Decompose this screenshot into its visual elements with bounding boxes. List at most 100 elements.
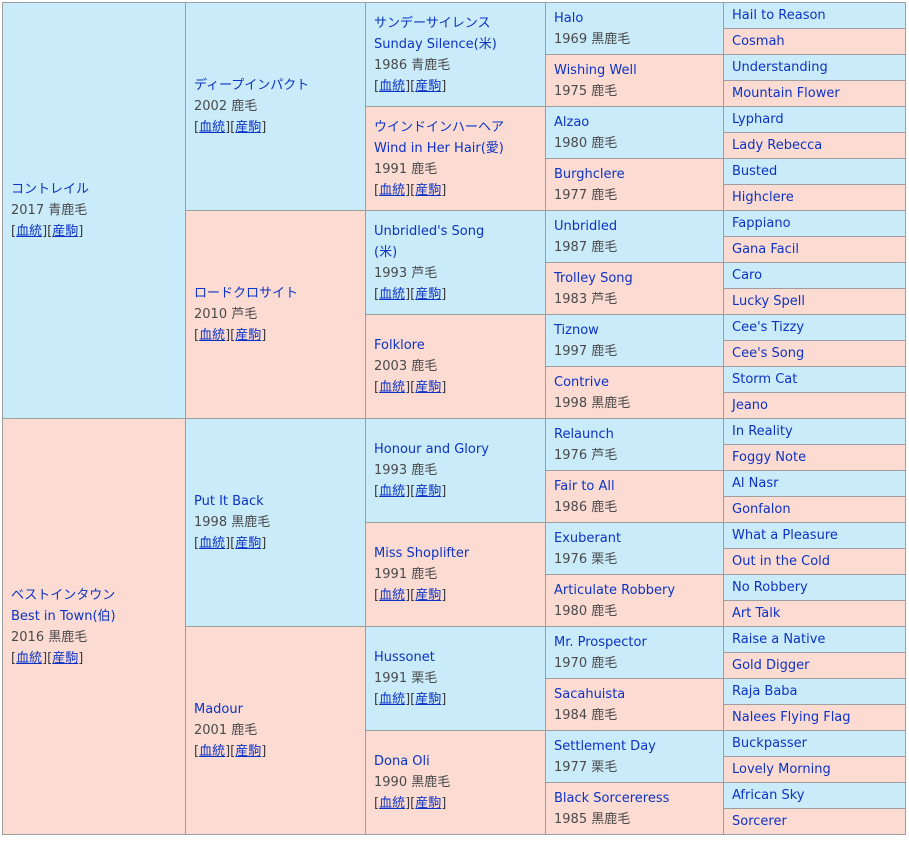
blood-link[interactable]: 血統 bbox=[379, 484, 406, 499]
offspring-link[interactable]: 産駒 bbox=[415, 484, 442, 499]
horse-name-link[interactable]: Out in the Cold bbox=[732, 554, 831, 569]
offspring-link[interactable]: 産駒 bbox=[52, 650, 79, 666]
horse-name-link[interactable]: Mr. Prospector bbox=[554, 634, 647, 650]
blood-link[interactable]: 血統 bbox=[16, 650, 43, 666]
horse-name-link[interactable]: Lyphard bbox=[732, 112, 784, 127]
horse-name-link[interactable]: Lovely Morning bbox=[732, 762, 831, 777]
horse-name2-link[interactable]: Wind in Her Hair(愛) bbox=[374, 140, 504, 156]
horse-name2-link[interactable]: Best in Town(伯) bbox=[11, 608, 116, 624]
horse-name-link[interactable]: Art Talk bbox=[732, 606, 781, 621]
horse-name-link[interactable]: Gold Digger bbox=[732, 658, 810, 673]
horse-name-link[interactable]: Trolley Song bbox=[554, 270, 633, 286]
offspring-link[interactable]: 産駒 bbox=[415, 796, 442, 811]
blood-link[interactable]: 血統 bbox=[199, 328, 226, 343]
horse-name-link[interactable]: Lady Rebecca bbox=[732, 138, 823, 153]
blood-link[interactable]: 血統 bbox=[16, 224, 43, 239]
horse-name-link[interactable]: In Reality bbox=[732, 424, 793, 439]
horse-name-link[interactable]: Burghclere bbox=[554, 166, 625, 182]
horse-name-link[interactable]: Al Nasr bbox=[732, 476, 779, 491]
horse-name-link[interactable]: Articulate Robbery bbox=[554, 582, 676, 598]
horse-name-link[interactable]: Foggy Note bbox=[732, 450, 807, 465]
horse-name-line: Lovely Morning bbox=[732, 759, 901, 780]
blood-link[interactable]: 血統 bbox=[379, 796, 406, 811]
offspring-link[interactable]: 産駒 bbox=[235, 744, 262, 759]
horse-name-link[interactable]: ロードクロサイト bbox=[194, 286, 299, 301]
blood-link[interactable]: 血統 bbox=[379, 588, 406, 603]
bracket-text: [ bbox=[374, 286, 380, 302]
horse-name-link[interactable]: Highclere bbox=[732, 190, 794, 205]
offspring-link[interactable]: 産駒 bbox=[235, 536, 262, 551]
horse-name-link[interactable]: Cee's Tizzy bbox=[732, 320, 805, 335]
horse-name-link[interactable]: コントレイル bbox=[11, 182, 90, 197]
horse-name-link[interactable]: Raja Baba bbox=[732, 684, 798, 699]
horse-name-link[interactable]: Tiznow bbox=[554, 322, 599, 338]
offspring-link[interactable]: 産駒 bbox=[415, 182, 442, 198]
horse-name-link[interactable]: Caro bbox=[732, 268, 763, 283]
horse-name-link[interactable]: Wishing Well bbox=[554, 62, 637, 78]
horse-name-link[interactable]: Sorcerer bbox=[732, 814, 787, 829]
horse-name-link[interactable]: Madour bbox=[194, 702, 243, 717]
horse-name-link[interactable]: Cee's Song bbox=[732, 346, 805, 361]
horse-name-link[interactable]: Buckpasser bbox=[732, 736, 807, 751]
horse-name-link[interactable]: Unbridled's Song bbox=[374, 223, 485, 239]
horse-name-link[interactable]: Relaunch bbox=[554, 426, 614, 442]
horse-name-link[interactable]: Raise a Native bbox=[732, 632, 826, 647]
horse-name-link[interactable]: Fappiano bbox=[732, 216, 791, 231]
blood-link[interactable]: 血統 bbox=[199, 120, 226, 135]
horse-name-link[interactable]: Unbridled bbox=[554, 218, 618, 234]
horse-name-link[interactable]: Settlement Day bbox=[554, 738, 656, 754]
offspring-link[interactable]: 産駒 bbox=[52, 224, 79, 239]
horse-name-link[interactable]: Alzao bbox=[554, 114, 590, 130]
horse-name-link[interactable]: Storm Cat bbox=[732, 372, 798, 387]
horse-name-link[interactable]: ディープインパクト bbox=[194, 78, 310, 93]
horse-name-link[interactable]: Gonfalon bbox=[732, 502, 791, 517]
horse-name-link[interactable]: Jeano bbox=[732, 398, 768, 413]
horse-name-link[interactable]: Black Sorcereress bbox=[554, 790, 670, 806]
horse-name-link[interactable]: Hail to Reason bbox=[732, 8, 826, 23]
blood-link[interactable]: 血統 bbox=[379, 692, 406, 707]
offspring-link[interactable]: 産駒 bbox=[235, 120, 262, 135]
horse-name-link[interactable]: Cosmah bbox=[732, 34, 785, 49]
offspring-link[interactable]: 産駒 bbox=[415, 588, 442, 603]
horse-name-link[interactable]: Sacahuista bbox=[554, 686, 626, 702]
horse-name2-line: Best in Town(伯) bbox=[11, 606, 181, 627]
bracket-text: ] bbox=[225, 744, 231, 759]
horse-name-link[interactable]: African Sky bbox=[732, 788, 805, 803]
horse-name-link[interactable]: Honour and Glory bbox=[374, 442, 489, 457]
horse-name-link[interactable]: Exuberant bbox=[554, 530, 622, 546]
horse-name-link[interactable]: Hussonet bbox=[374, 650, 435, 665]
horse-name-link[interactable]: サンデーサイレンス bbox=[374, 15, 491, 31]
horse-name-link[interactable]: What a Pleasure bbox=[732, 528, 838, 543]
offspring-link[interactable]: 産駒 bbox=[415, 380, 442, 395]
horse-name-link[interactable]: No Robbery bbox=[732, 580, 808, 595]
horse-name-link[interactable]: Folklore bbox=[374, 338, 425, 353]
horse-detail-line: 1998 黒鹿毛 bbox=[554, 393, 719, 414]
blood-link[interactable]: 血統 bbox=[379, 380, 406, 395]
horse-name-link[interactable]: ベストインタウン bbox=[11, 587, 116, 603]
offspring-link[interactable]: 産駒 bbox=[235, 328, 262, 343]
blood-link[interactable]: 血統 bbox=[199, 744, 226, 759]
horse-name-link[interactable]: Fair to All bbox=[554, 478, 615, 494]
horse-name-link[interactable]: ウインドインハーヘア bbox=[374, 119, 505, 135]
offspring-link[interactable]: 産駒 bbox=[415, 78, 442, 94]
horse-name-link[interactable]: Put It Back bbox=[194, 494, 264, 509]
blood-link[interactable]: 血統 bbox=[379, 78, 406, 94]
horse-name2-link[interactable]: Sunday Silence(米) bbox=[374, 36, 497, 52]
blood-link[interactable]: 血統 bbox=[199, 536, 226, 551]
horse-name-link[interactable]: Mountain Flower bbox=[732, 86, 840, 101]
horse-name-link[interactable]: Dona Oli bbox=[374, 754, 430, 769]
blood-link[interactable]: 血統 bbox=[379, 182, 406, 198]
horse-name-link[interactable]: Contrive bbox=[554, 374, 610, 390]
blood-link[interactable]: 血統 bbox=[379, 286, 406, 302]
horse-name-link[interactable]: Halo bbox=[554, 10, 584, 26]
horse-name-link[interactable]: Gana Facil bbox=[732, 242, 799, 257]
horse-name-link[interactable]: Lucky Spell bbox=[732, 294, 806, 309]
offspring-link[interactable]: 産駒 bbox=[415, 286, 442, 302]
bracket-text: ] bbox=[405, 78, 411, 94]
offspring-link[interactable]: 産駒 bbox=[415, 692, 442, 707]
horse-name-link[interactable]: Busted bbox=[732, 164, 778, 179]
horse-name-link[interactable]: Understanding bbox=[732, 60, 828, 75]
horse-name2-link[interactable]: (米) bbox=[374, 244, 398, 260]
horse-name-link[interactable]: Miss Shoplifter bbox=[374, 546, 470, 561]
horse-name-link[interactable]: Nalees Flying Flag bbox=[732, 710, 851, 725]
